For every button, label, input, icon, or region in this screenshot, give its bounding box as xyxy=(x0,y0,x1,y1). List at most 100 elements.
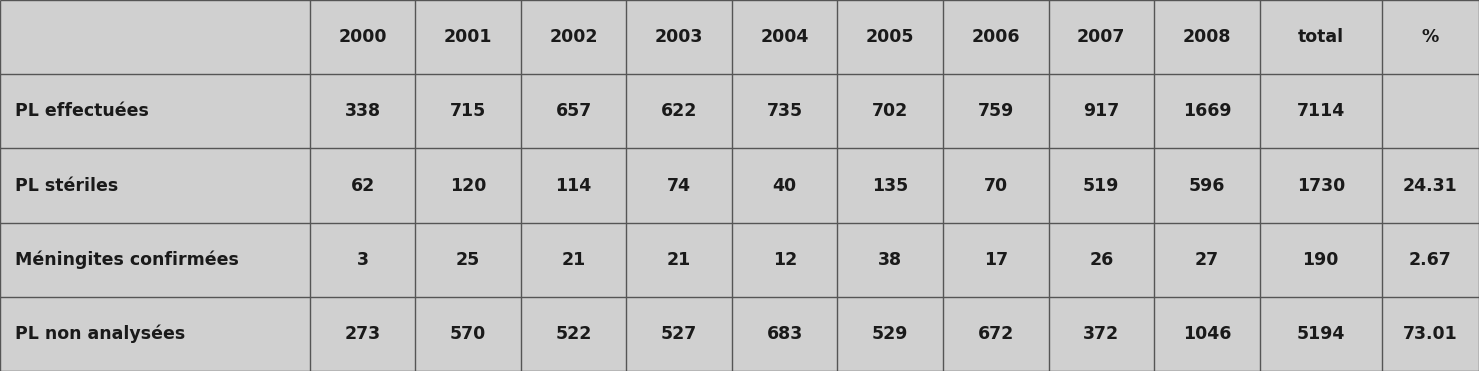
Text: 70: 70 xyxy=(984,177,1007,194)
Bar xyxy=(1260,0,1381,74)
Bar xyxy=(416,148,521,223)
Text: 190: 190 xyxy=(1303,251,1338,269)
Bar xyxy=(627,223,732,297)
Bar xyxy=(416,74,521,148)
Bar xyxy=(627,0,732,74)
Bar xyxy=(837,0,944,74)
Bar xyxy=(1260,74,1381,148)
Bar xyxy=(1154,223,1260,297)
Text: 26: 26 xyxy=(1089,251,1114,269)
Text: PL non analysées: PL non analysées xyxy=(15,325,185,343)
Text: 62: 62 xyxy=(351,177,374,194)
Bar xyxy=(627,74,732,148)
Text: 1669: 1669 xyxy=(1183,102,1231,120)
Bar xyxy=(1154,74,1260,148)
Bar xyxy=(1381,74,1479,148)
Bar xyxy=(311,223,416,297)
Bar xyxy=(837,297,944,371)
Text: 5194: 5194 xyxy=(1297,325,1344,343)
Bar xyxy=(944,223,1049,297)
Bar xyxy=(0,223,311,297)
Bar xyxy=(944,0,1049,74)
Text: 519: 519 xyxy=(1083,177,1120,194)
Text: 73.01: 73.01 xyxy=(1404,325,1458,343)
Bar xyxy=(1381,0,1479,74)
Text: 120: 120 xyxy=(450,177,487,194)
Bar xyxy=(837,148,944,223)
Bar xyxy=(1154,297,1260,371)
Bar xyxy=(0,74,311,148)
Text: 2007: 2007 xyxy=(1077,28,1126,46)
Text: 135: 135 xyxy=(873,177,908,194)
Text: 40: 40 xyxy=(772,177,797,194)
Bar xyxy=(1049,148,1154,223)
Bar xyxy=(521,0,627,74)
Bar xyxy=(416,223,521,297)
Bar xyxy=(732,223,837,297)
Text: 570: 570 xyxy=(450,325,487,343)
Bar xyxy=(0,148,311,223)
Bar xyxy=(416,0,521,74)
Text: 2004: 2004 xyxy=(760,28,809,46)
Text: 2001: 2001 xyxy=(444,28,493,46)
Text: 2.67: 2.67 xyxy=(1409,251,1452,269)
Text: 38: 38 xyxy=(879,251,902,269)
Bar xyxy=(311,297,416,371)
Text: 1730: 1730 xyxy=(1297,177,1344,194)
Text: 735: 735 xyxy=(766,102,803,120)
Text: 12: 12 xyxy=(772,251,797,269)
Text: 21: 21 xyxy=(667,251,691,269)
Bar xyxy=(1381,297,1479,371)
Text: 273: 273 xyxy=(345,325,380,343)
Text: 759: 759 xyxy=(978,102,1015,120)
Bar xyxy=(732,148,837,223)
Bar xyxy=(1154,148,1260,223)
Bar xyxy=(521,297,627,371)
Bar xyxy=(1381,148,1479,223)
Text: 683: 683 xyxy=(766,325,803,343)
Text: 596: 596 xyxy=(1189,177,1225,194)
Text: 522: 522 xyxy=(556,325,592,343)
Bar xyxy=(521,74,627,148)
Bar xyxy=(732,297,837,371)
Text: 657: 657 xyxy=(556,102,592,120)
Bar xyxy=(311,74,416,148)
Bar xyxy=(1049,297,1154,371)
Text: PL stériles: PL stériles xyxy=(15,177,118,194)
Bar xyxy=(1260,148,1381,223)
Bar xyxy=(311,0,416,74)
Bar xyxy=(944,74,1049,148)
Bar xyxy=(944,297,1049,371)
Bar xyxy=(311,148,416,223)
Text: 702: 702 xyxy=(873,102,908,120)
Text: total: total xyxy=(1297,28,1344,46)
Bar xyxy=(732,74,837,148)
Text: 917: 917 xyxy=(1083,102,1120,120)
Text: 622: 622 xyxy=(661,102,698,120)
Bar xyxy=(837,74,944,148)
Text: 2006: 2006 xyxy=(972,28,1021,46)
Text: 529: 529 xyxy=(873,325,908,343)
Bar xyxy=(416,297,521,371)
Text: 2008: 2008 xyxy=(1183,28,1231,46)
Text: 2003: 2003 xyxy=(655,28,704,46)
Text: 338: 338 xyxy=(345,102,380,120)
Bar xyxy=(0,0,311,74)
Text: Méningites confirmées: Méningites confirmées xyxy=(15,250,238,269)
Bar xyxy=(837,223,944,297)
Bar xyxy=(1260,297,1381,371)
Text: 17: 17 xyxy=(984,251,1007,269)
Bar xyxy=(1154,0,1260,74)
Text: 25: 25 xyxy=(456,251,481,269)
Bar xyxy=(944,148,1049,223)
Bar xyxy=(732,0,837,74)
Text: 2000: 2000 xyxy=(339,28,387,46)
Text: 1046: 1046 xyxy=(1183,325,1231,343)
Bar xyxy=(521,223,627,297)
Text: 24.31: 24.31 xyxy=(1404,177,1458,194)
Text: 672: 672 xyxy=(978,325,1015,343)
Text: 372: 372 xyxy=(1083,325,1120,343)
Bar xyxy=(1049,0,1154,74)
Text: 7114: 7114 xyxy=(1297,102,1344,120)
Bar xyxy=(627,148,732,223)
